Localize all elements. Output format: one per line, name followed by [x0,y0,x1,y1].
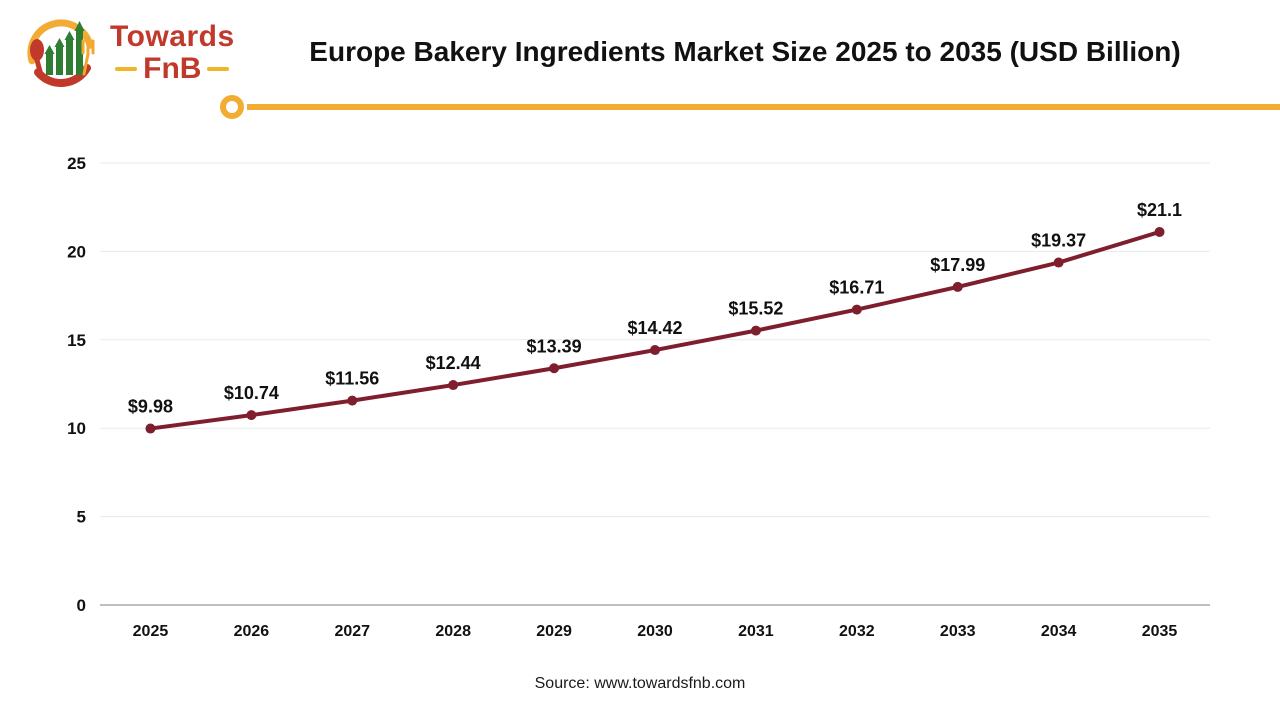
brand-wordmark: Towards FnB [110,22,235,84]
y-tick-label: 15 [67,331,86,350]
data-point-label: $10.74 [224,383,279,403]
y-tick-label: 0 [77,596,86,615]
x-tick-label: 2026 [234,623,270,640]
y-tick-label: 10 [67,419,86,438]
data-point-label: $13.39 [527,336,582,356]
data-point-label: $16.71 [829,278,884,298]
data-point-label: $14.42 [627,318,682,338]
y-tick-label: 5 [77,508,86,527]
data-point-label: $12.44 [426,353,481,373]
page-title: Europe Bakery Ingredients Market Size 20… [309,36,1181,67]
data-point-marker [448,380,459,391]
data-point-label: $9.98 [128,397,173,417]
data-point-marker [750,325,761,336]
data-point-marker [1053,257,1064,268]
data-point-label: $15.52 [728,299,783,319]
x-tick-label: 2028 [435,623,471,640]
data-point-marker [347,395,358,406]
data-point-marker [1154,226,1165,237]
brand-logo: Towards FnB [20,12,235,94]
title-divider-ring-icon [220,95,244,119]
data-point-marker [246,410,257,421]
y-tick-label: 20 [67,242,86,261]
data-point-marker [650,345,660,356]
data-point-label: $21.1 [1137,200,1182,220]
x-tick-label: 2025 [133,623,169,640]
x-tick-label: 2027 [334,623,370,640]
title-divider-line [247,104,1280,110]
data-point-marker [851,304,862,315]
data-point-marker [952,281,963,292]
data-point-marker [145,423,156,434]
data-point-label: $11.56 [325,369,379,389]
towardsfnb-logo-icon [27,19,95,88]
brand-dash-right [207,67,230,71]
y-tick-label: 25 [67,154,86,173]
data-point-label: $19.37 [1031,231,1086,251]
brand-dash-left [115,67,138,71]
x-tick-label: 2031 [738,623,774,640]
source-attribution: Source: www.towardsfnb.com [534,675,746,692]
x-tick-label: 2034 [1041,623,1077,640]
brand-towards-text: Towards [110,20,235,53]
x-tick-label: 2032 [839,623,875,640]
brand-fnb-text: FnB [143,52,202,85]
data-point-label: $17.99 [930,255,985,275]
x-tick-label: 2033 [940,623,976,640]
x-tick-label: 2030 [637,623,673,640]
x-tick-label: 2029 [536,623,572,640]
x-tick-label: 2035 [1142,623,1178,640]
data-point-marker [549,363,560,374]
